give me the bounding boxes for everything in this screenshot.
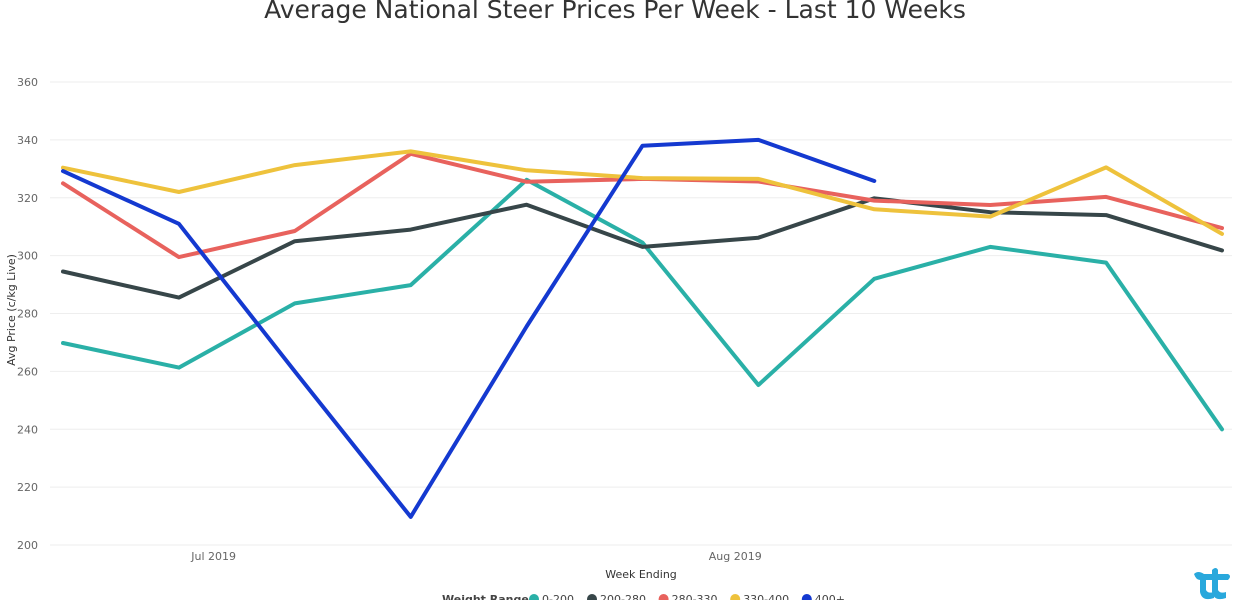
y-tick-label: 300 xyxy=(17,250,38,263)
series-line-200-280 xyxy=(61,196,1224,300)
legend-label: 280-330 xyxy=(672,593,718,600)
legend-label: 0-200 xyxy=(542,593,574,600)
x-tick-label: Aug 2019 xyxy=(709,550,762,563)
legend-label: 400+ xyxy=(815,593,845,600)
legend-item-0-200[interactable]: 0-200 xyxy=(529,593,574,600)
legend-item-400+[interactable]: 400+ xyxy=(801,593,845,600)
y-tick-label: 320 xyxy=(17,192,38,205)
x-axis-label: Week Ending xyxy=(605,568,677,581)
legend-title: Weight Range xyxy=(442,593,529,600)
legend-label: 330-400 xyxy=(743,593,789,600)
y-tick-label: 280 xyxy=(17,308,38,321)
legend-marker xyxy=(529,594,539,600)
series-lines xyxy=(61,137,1224,519)
chart-title: Average National Steer Prices Per Week -… xyxy=(264,0,966,24)
y-tick-label: 340 xyxy=(17,134,38,147)
y-axis-label: Avg Price (c/kg Live) xyxy=(5,254,18,366)
series-line-330-400 xyxy=(61,149,1224,236)
legend[interactable]: Weight Range 0-200 200-280 280-330 330-400 40… xyxy=(442,593,845,600)
series-line-0-200 xyxy=(61,177,1224,432)
y-tick-label: 360 xyxy=(17,76,38,89)
y-axis-ticks: 200 220 240 260 280 300 320 340 360 xyxy=(17,76,38,552)
x-tick-label: Jul 2019 xyxy=(190,550,236,563)
y-tick-label: 260 xyxy=(17,365,38,378)
tt-logo-icon xyxy=(1194,568,1230,600)
legend-marker xyxy=(730,594,741,600)
y-tick-label: 220 xyxy=(17,481,38,494)
x-axis-ticks: Jul 2019 Aug 2019 xyxy=(190,550,761,563)
legend-item-330-400[interactable]: 330-400 xyxy=(730,593,789,600)
legend-item-280-330[interactable]: 280-330 xyxy=(658,593,718,600)
legend-marker xyxy=(801,594,812,600)
legend-marker xyxy=(587,594,597,600)
y-tick-label: 240 xyxy=(17,423,38,436)
legend-item-200-280[interactable]: 200-280 xyxy=(587,593,646,600)
series-line-400+ xyxy=(61,137,877,519)
y-tick-label: 200 xyxy=(17,539,38,552)
legend-label: 200-280 xyxy=(600,593,646,600)
legend-marker xyxy=(658,594,669,600)
